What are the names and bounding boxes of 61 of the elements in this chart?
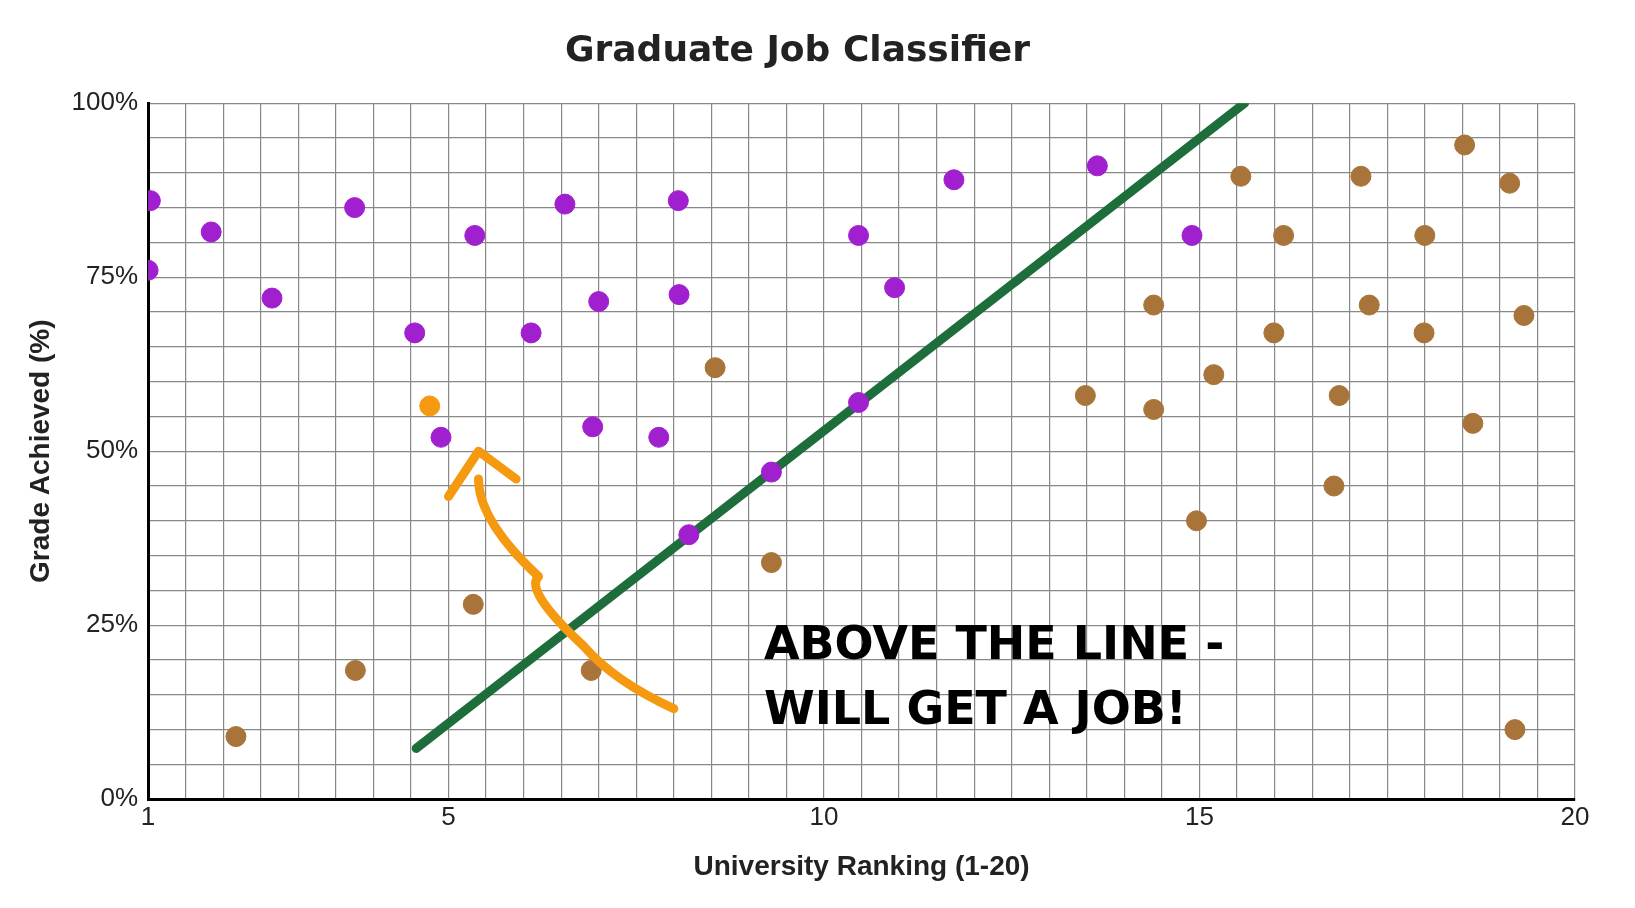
x-tick-label: 10 (809, 800, 839, 831)
point (1323, 475, 1345, 497)
point (848, 224, 870, 246)
point (462, 593, 484, 615)
point (1086, 155, 1108, 177)
point (667, 190, 689, 212)
point (1328, 385, 1350, 407)
x-tick-label: 5 (441, 800, 456, 831)
y-tick-label: 50% (86, 434, 139, 465)
x-tick-label: 20 (1560, 800, 1590, 831)
point (419, 395, 441, 417)
point (580, 659, 602, 681)
point (1504, 719, 1526, 741)
point (1513, 304, 1535, 326)
point (1499, 172, 1521, 194)
x-axis-title: University Ranking (1-20) (693, 849, 1030, 881)
point (1185, 510, 1207, 532)
point (1358, 294, 1380, 316)
point (1414, 224, 1436, 246)
point (1454, 134, 1476, 156)
x-tick-label: 15 (1185, 800, 1214, 831)
point (344, 197, 366, 219)
point (464, 224, 486, 246)
point (1273, 224, 1295, 246)
y-tick-label: 75% (86, 260, 139, 291)
y-axis-title: Grade Achieved (%) (23, 319, 55, 583)
chart-title: Graduate Job Classifier (565, 27, 1031, 69)
point (760, 552, 782, 574)
point (588, 291, 610, 313)
point (1203, 364, 1225, 386)
point (848, 391, 870, 413)
point (430, 426, 452, 448)
point (678, 524, 700, 546)
point (1143, 398, 1165, 420)
point (668, 284, 690, 306)
point (884, 277, 906, 299)
point (704, 357, 726, 379)
x-tick-label: 1 (140, 800, 156, 831)
y-tick-label: 25% (86, 608, 139, 639)
point (943, 169, 965, 191)
y-tick-label: 0% (100, 782, 139, 813)
point (648, 426, 670, 448)
point (1462, 412, 1484, 434)
point (344, 659, 366, 681)
point (1263, 322, 1285, 344)
point (1181, 224, 1203, 246)
point (1413, 322, 1435, 344)
point (1350, 165, 1372, 187)
annotation: ABOVE THE LINE - WILL GET A JOB! (763, 615, 1226, 737)
point (1230, 165, 1252, 187)
point (1143, 294, 1165, 316)
point (1074, 385, 1096, 407)
y-tick-label: 100% (71, 86, 139, 117)
point (760, 461, 782, 483)
point (404, 322, 426, 344)
point (520, 322, 542, 344)
point (554, 193, 576, 215)
point (261, 287, 283, 309)
point (200, 221, 222, 243)
point (225, 726, 247, 748)
point (582, 416, 604, 438)
